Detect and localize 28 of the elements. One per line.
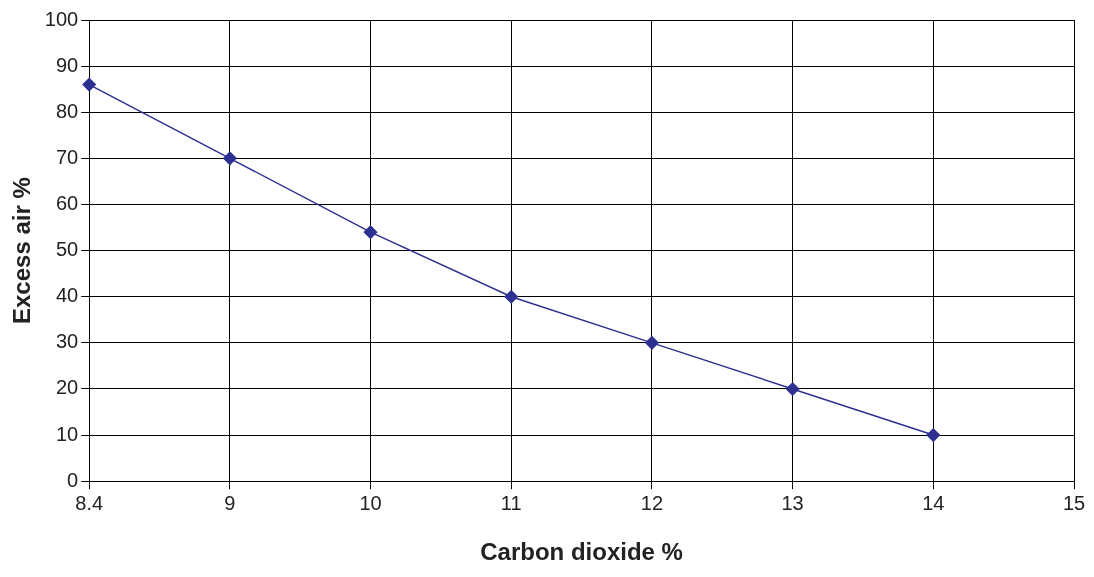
point	[223, 151, 237, 166]
x-tick-label: 13	[781, 491, 804, 514]
y-tick-label: 60	[55, 192, 79, 214]
y-tick-label: 100	[44, 7, 79, 30]
x-tick-label: 12	[640, 491, 664, 514]
y-tick-label: 80	[55, 99, 79, 122]
point	[504, 289, 518, 304]
y-tick-label: 40	[55, 284, 79, 307]
point	[645, 336, 659, 350]
point	[926, 428, 941, 442]
y-axis-title: Excess air %	[8, 177, 36, 324]
y-tick-label: 30	[55, 330, 79, 353]
x-tick-label: 10	[359, 491, 382, 514]
y-tick-label: 90	[55, 53, 79, 76]
y-tick-label: 0	[67, 468, 79, 491]
point	[785, 382, 800, 396]
point	[363, 225, 378, 239]
y-tick-label: 20	[55, 376, 79, 399]
y-tick-label: 50	[55, 238, 79, 261]
y-tick-label: 70	[55, 145, 79, 168]
x-tick-label: 8.4	[75, 491, 104, 514]
x-tick-label: 15	[1062, 491, 1086, 514]
point	[82, 77, 96, 92]
x-axis-title: Carbon dioxide %	[480, 538, 683, 566]
x-tick-label: 11	[500, 491, 522, 514]
x-tick-label: 14	[922, 491, 945, 514]
y-tick-label: 10	[55, 422, 79, 445]
x-tick-label: 9	[224, 491, 236, 514]
